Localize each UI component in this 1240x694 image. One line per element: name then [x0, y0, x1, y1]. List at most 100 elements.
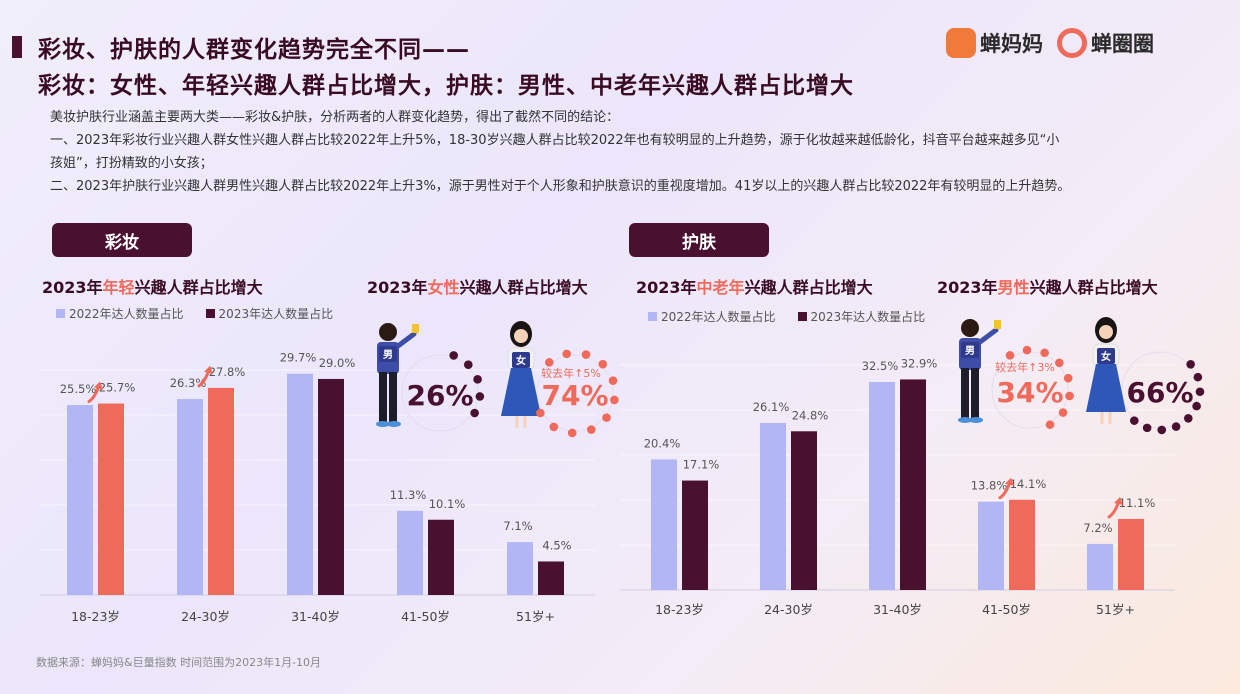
data-label-2023: 27.8% [209, 365, 246, 379]
skincare-legend: 2022年达人数量占比 2023年达人数量占比 [648, 308, 925, 325]
legend-label-2022: 2022年达人数量占比 [661, 310, 776, 324]
bar-2023 [208, 387, 234, 595]
skincare-gender-title: 2023年男性兴趣人群占比增大 [937, 278, 1158, 297]
gender-infographic-skincare: 男 女 34% 66% 较去年↑3% [958, 317, 1205, 435]
bar-2022 [978, 501, 1004, 590]
bar-2023 [1009, 499, 1035, 590]
ring-dot [610, 395, 619, 405]
ring-dot [608, 376, 618, 385]
bar-2022 [397, 510, 423, 595]
category-label: 41-50岁 [982, 602, 1031, 617]
female-ring [1129, 359, 1205, 435]
bar-2022 [507, 542, 533, 595]
ring-dot [1192, 401, 1201, 411]
male-ring [449, 351, 485, 418]
legend-label-2023: 2023年达人数量占比 [810, 310, 926, 324]
bar-chart-makeup: 25.5% 25.7% 18-23岁 26.3%27.8% 24-30岁 29.7% 29.… [40, 351, 595, 624]
bar-2022 [177, 399, 203, 595]
section-label-makeup: 彩妆 [52, 223, 192, 257]
intro-line: 一、2023年彩妆行业兴趣人群女性兴趣人群占比较2022年上升5%，18-30岁… [50, 133, 1060, 148]
badge-text: 女 [516, 354, 526, 367]
ring-dot [598, 359, 608, 369]
data-label-2022: 26.1% [753, 400, 790, 414]
bar-2023 [318, 378, 344, 595]
shoe [969, 417, 983, 423]
female-figure-icon [501, 321, 541, 428]
leg [961, 368, 969, 418]
legend-label-2023: 2023年达人数量占比 [218, 307, 334, 321]
category-label: 24-30岁 [764, 602, 813, 617]
shoe [387, 421, 401, 427]
logo-chanmama-text: 蝉妈妈 [980, 32, 1043, 56]
skirt [501, 368, 541, 416]
ring-dot [562, 349, 571, 359]
up-arrow-head-icon [94, 381, 103, 390]
female-percentage: 74% [541, 379, 608, 412]
bar-2022 [1087, 543, 1113, 590]
up-arrow-head-icon [1114, 496, 1123, 505]
data-label-2023: 14.1% [1010, 477, 1047, 491]
intro-paragraph: 美妆护肤行业涵盖主要两大类——彩妆&护肤，分析两者的人群变化趋势，得出了截然不同… [50, 106, 1180, 198]
bar-2023 [900, 379, 926, 590]
data-label-2023: 17.1% [683, 458, 720, 472]
ring-dot [549, 422, 559, 432]
bar-2023 [682, 480, 708, 590]
shoe [958, 417, 972, 423]
data-label-2022: 20.4% [644, 436, 681, 450]
intro-line: 美妆护肤行业涵盖主要两大类——彩妆&护肤，分析两者的人群变化趋势，得出了截然不同… [50, 110, 620, 125]
ring-dot [1022, 345, 1032, 355]
head [961, 319, 979, 337]
yoy-note: 较去年↑5% [541, 366, 601, 380]
ring-dot [1045, 420, 1055, 429]
leg [389, 372, 397, 422]
category-label: 41-50岁 [401, 609, 450, 624]
bar-chart-skincare: 20.4%17.1% 18-23岁 26.1%24.8% 24-30岁 32.5% 32.… [620, 356, 1175, 617]
bar-2022 [760, 422, 786, 590]
female-ring [536, 349, 619, 438]
phone [412, 324, 419, 333]
ring-dot [1171, 422, 1181, 431]
yoy-note: 较去年↑3% [995, 360, 1055, 374]
data-label-2022: 32.5% [862, 359, 899, 373]
bar-2023 [538, 561, 564, 595]
ring-dot [463, 360, 473, 370]
logo-chanmama: 蝉妈妈 [946, 28, 1043, 58]
data-label-2023: 10.1% [429, 497, 466, 511]
section-label-skincare: 护肤 [629, 223, 769, 257]
data-label-2023: 32.9% [901, 356, 938, 370]
skincare-age-title: 2023年中老年兴趣人群占比增大 [636, 278, 873, 297]
bar-2022 [651, 459, 677, 590]
head [379, 323, 397, 341]
legend-swatch-2022 [648, 312, 657, 321]
title-accent-bar [12, 36, 22, 58]
data-label-2023: 24.8% [792, 408, 829, 422]
chanmama-logo-icon [946, 28, 976, 58]
ring-dot [567, 428, 577, 438]
bar-2022 [869, 382, 895, 590]
bar-2022 [287, 373, 313, 595]
ring-dot [1040, 348, 1049, 358]
ring-dot [1063, 373, 1073, 383]
ring-dot [1186, 359, 1195, 369]
badge-text: 男 [965, 345, 975, 357]
gender-infographic-makeup: 男 女 26% 74%较去年↑5% [376, 321, 619, 438]
leg [379, 372, 387, 422]
leg [971, 368, 979, 418]
data-label-2023: 11.1% [1119, 496, 1156, 510]
ring-dot [1183, 413, 1193, 423]
ring-dot [602, 413, 611, 422]
data-label-2022: 13.8% [971, 479, 1008, 493]
ring-dot [473, 375, 482, 384]
ring-dot [1157, 425, 1167, 435]
face [1099, 325, 1113, 339]
ring-dot [1055, 358, 1064, 368]
data-label-2022: 7.2% [1083, 521, 1112, 535]
shoe [376, 421, 390, 427]
ring-dot [1195, 387, 1205, 397]
ring-dot [470, 408, 479, 418]
up-arrow-head-icon [204, 365, 213, 374]
makeup-gender-title: 2023年女性兴趣人群占比增大 [367, 278, 588, 297]
face [514, 329, 528, 343]
male-ring [1005, 345, 1074, 429]
bar-2023 [791, 431, 817, 590]
